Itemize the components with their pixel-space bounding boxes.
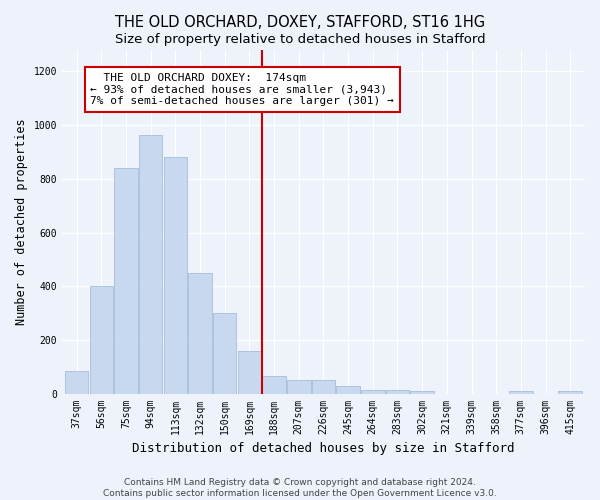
Text: Contains HM Land Registry data © Crown copyright and database right 2024.
Contai: Contains HM Land Registry data © Crown c… <box>103 478 497 498</box>
Bar <box>238 350 261 394</box>
X-axis label: Distribution of detached houses by size in Stafford: Distribution of detached houses by size … <box>132 442 515 455</box>
Bar <box>213 313 236 394</box>
Bar <box>89 286 113 394</box>
Bar <box>559 391 582 394</box>
Text: THE OLD ORCHARD DOXEY:  174sqm
← 93% of detached houses are smaller (3,943)
7% o: THE OLD ORCHARD DOXEY: 174sqm ← 93% of d… <box>90 73 394 106</box>
Bar <box>312 380 335 394</box>
Bar <box>139 134 163 394</box>
Bar <box>337 386 360 394</box>
Bar <box>287 380 311 394</box>
Text: Size of property relative to detached houses in Stafford: Size of property relative to detached ho… <box>115 32 485 46</box>
Bar <box>164 158 187 394</box>
Bar <box>65 370 88 394</box>
Bar <box>188 273 212 394</box>
Y-axis label: Number of detached properties: Number of detached properties <box>15 118 28 325</box>
Bar <box>386 390 409 394</box>
Bar <box>115 168 138 394</box>
Bar <box>361 390 385 394</box>
Bar <box>410 391 434 394</box>
Text: THE OLD ORCHARD, DOXEY, STAFFORD, ST16 1HG: THE OLD ORCHARD, DOXEY, STAFFORD, ST16 1… <box>115 15 485 30</box>
Bar <box>509 391 533 394</box>
Bar <box>262 376 286 394</box>
